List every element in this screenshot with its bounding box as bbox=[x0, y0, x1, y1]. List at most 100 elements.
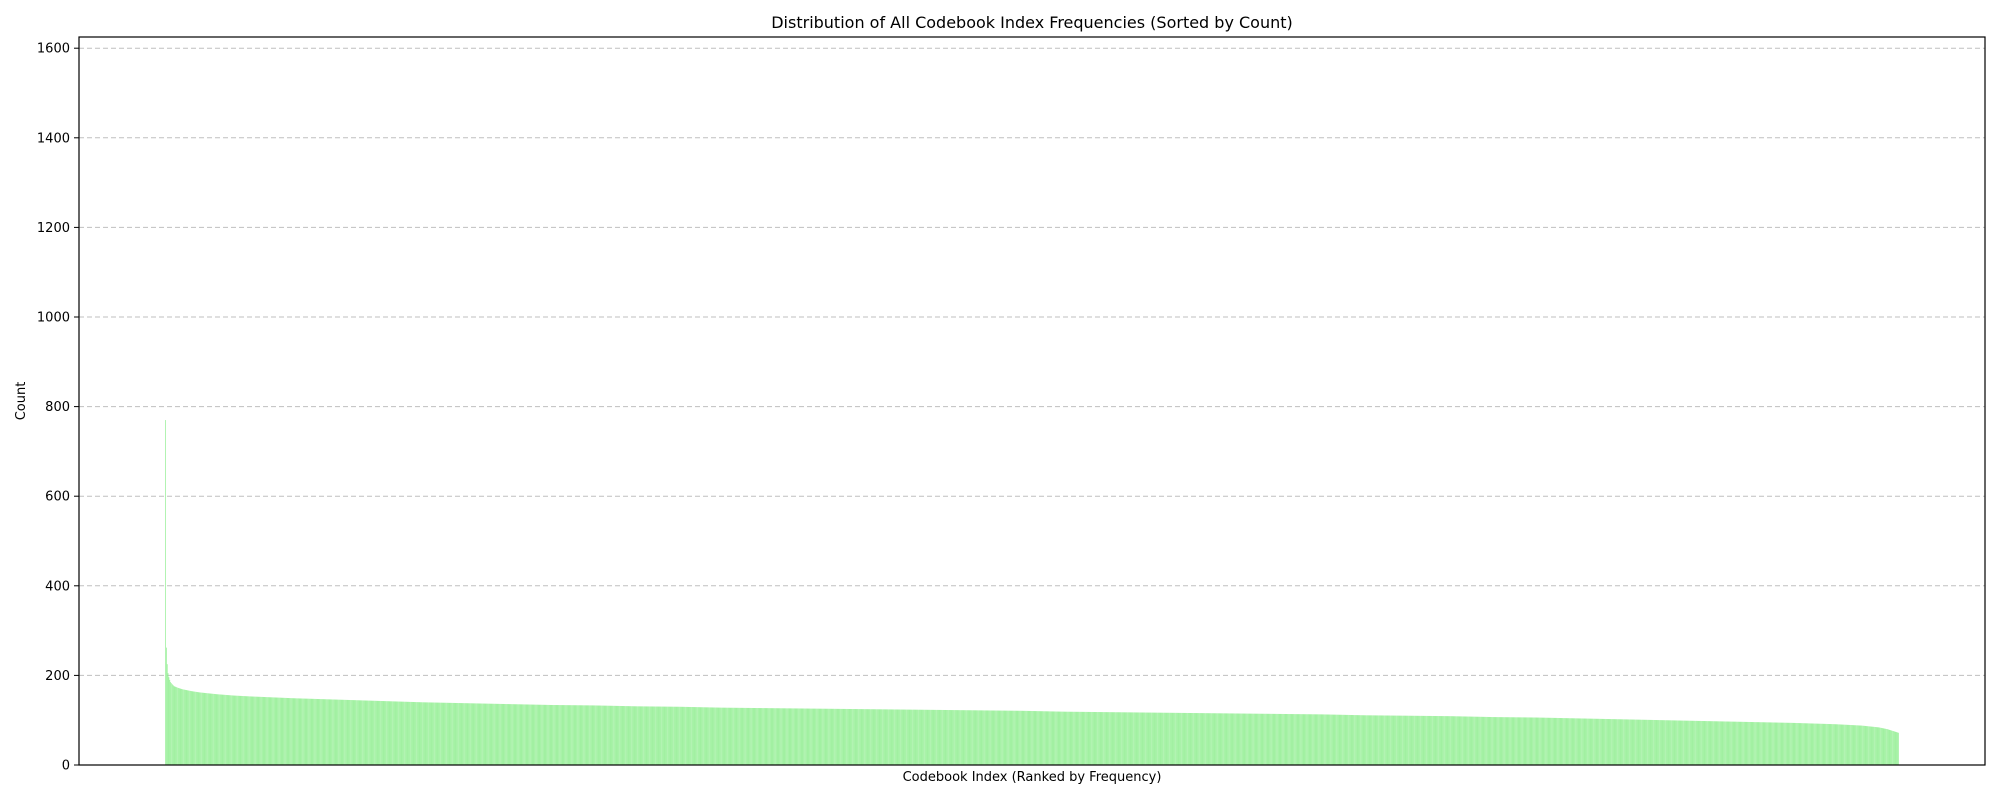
bar bbox=[1506, 717, 1508, 765]
bar bbox=[1703, 721, 1705, 765]
bar bbox=[1391, 715, 1393, 765]
bar bbox=[692, 707, 693, 765]
bar bbox=[754, 708, 756, 765]
bar bbox=[1241, 713, 1243, 765]
bar bbox=[220, 694, 222, 765]
bar bbox=[1409, 715, 1410, 765]
bar bbox=[999, 710, 1001, 765]
bar bbox=[806, 708, 808, 765]
bar bbox=[1285, 714, 1287, 765]
bar bbox=[1225, 713, 1227, 765]
bar bbox=[1856, 725, 1857, 765]
bar bbox=[749, 707, 751, 765]
bar bbox=[1692, 720, 1694, 765]
bar bbox=[1724, 721, 1725, 765]
bar bbox=[1806, 723, 1808, 765]
bar bbox=[1810, 723, 1812, 765]
bar bbox=[393, 701, 395, 765]
bar bbox=[1691, 720, 1693, 765]
bar bbox=[285, 697, 287, 765]
bar bbox=[796, 708, 798, 765]
bar bbox=[292, 698, 294, 765]
bar bbox=[208, 693, 210, 765]
bar bbox=[972, 710, 973, 765]
bar bbox=[533, 704, 535, 765]
bar bbox=[1457, 716, 1459, 765]
bar bbox=[1448, 716, 1450, 765]
bar bbox=[504, 704, 506, 765]
bar bbox=[715, 707, 717, 765]
bar bbox=[1630, 719, 1632, 765]
bar bbox=[1768, 722, 1770, 765]
bar bbox=[1870, 726, 1872, 765]
bar bbox=[469, 703, 470, 765]
bar bbox=[1097, 712, 1098, 765]
bar bbox=[1700, 720, 1701, 765]
bar bbox=[1280, 713, 1282, 765]
bar bbox=[942, 709, 943, 765]
bar bbox=[341, 699, 343, 765]
bar bbox=[1371, 715, 1373, 765]
bar bbox=[1244, 713, 1246, 765]
x-axis-label: Codebook Index (Ranked by Frequency) bbox=[903, 770, 1162, 785]
bar bbox=[948, 710, 950, 765]
bar bbox=[1825, 723, 1827, 765]
bar bbox=[196, 692, 198, 765]
bar bbox=[685, 706, 686, 765]
bar bbox=[366, 700, 368, 765]
bar bbox=[1158, 712, 1159, 765]
bar bbox=[1334, 714, 1336, 765]
bar bbox=[1163, 712, 1164, 765]
bar bbox=[453, 702, 455, 765]
bar bbox=[757, 708, 758, 765]
bar bbox=[1549, 717, 1551, 765]
bar bbox=[183, 689, 184, 765]
bar bbox=[1526, 717, 1528, 765]
bar bbox=[1121, 712, 1122, 765]
bar bbox=[470, 703, 471, 765]
bar bbox=[1220, 713, 1222, 765]
bar bbox=[1690, 720, 1692, 765]
bar bbox=[273, 697, 274, 765]
bar bbox=[314, 698, 315, 765]
bar bbox=[654, 706, 655, 765]
bar bbox=[485, 703, 487, 765]
bar bbox=[1624, 719, 1625, 765]
bar bbox=[1046, 711, 1048, 765]
bar bbox=[1670, 720, 1671, 765]
bar bbox=[404, 701, 405, 765]
bar bbox=[835, 708, 837, 765]
bar bbox=[1606, 719, 1608, 765]
bar bbox=[982, 710, 984, 765]
bar bbox=[841, 708, 842, 765]
bar bbox=[967, 710, 969, 765]
bar bbox=[297, 698, 298, 765]
bar bbox=[449, 702, 451, 765]
bar bbox=[410, 701, 411, 765]
bar bbox=[1199, 713, 1201, 765]
bar bbox=[1434, 716, 1436, 765]
bar bbox=[1205, 713, 1207, 765]
bar bbox=[1198, 713, 1199, 765]
bar bbox=[441, 702, 442, 765]
bar bbox=[969, 710, 971, 765]
bar bbox=[1087, 711, 1089, 765]
bar bbox=[1542, 717, 1544, 765]
bar bbox=[1031, 710, 1032, 765]
bar bbox=[1895, 731, 1897, 765]
bar bbox=[1143, 712, 1145, 765]
bar bbox=[728, 707, 730, 765]
bar bbox=[179, 688, 181, 765]
bar bbox=[876, 709, 877, 765]
bar bbox=[1614, 719, 1616, 765]
bar bbox=[552, 704, 554, 765]
bar bbox=[1287, 714, 1289, 765]
bar bbox=[1367, 715, 1368, 765]
bar bbox=[945, 709, 947, 765]
bar bbox=[733, 707, 735, 765]
bar bbox=[1440, 716, 1442, 765]
bar bbox=[1574, 718, 1576, 765]
bar bbox=[1084, 711, 1086, 765]
bar bbox=[649, 706, 650, 765]
bar bbox=[786, 708, 787, 765]
